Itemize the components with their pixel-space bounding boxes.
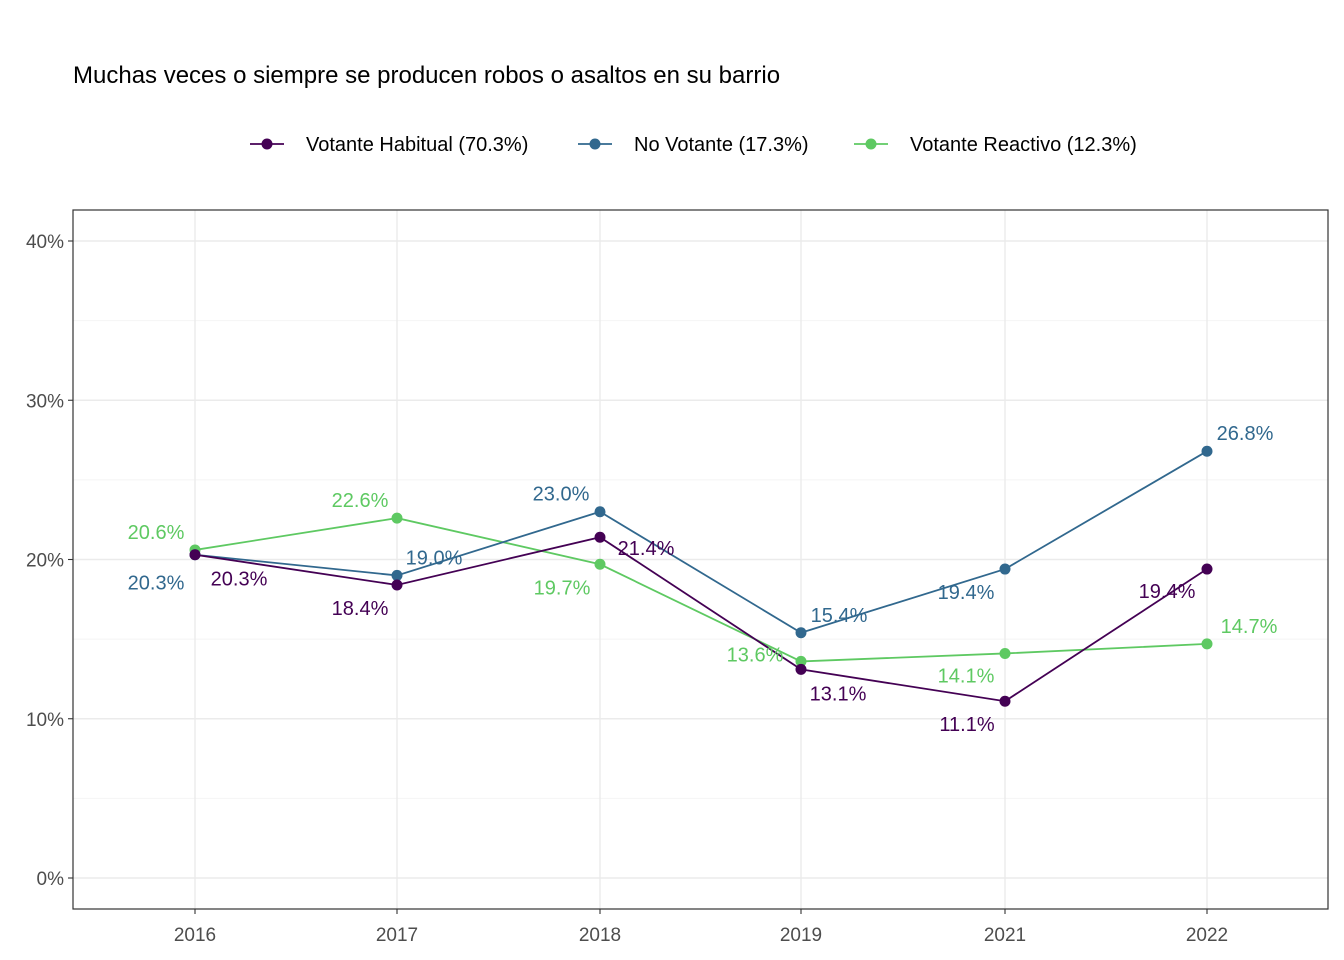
x-tick-label: 2019: [780, 925, 822, 946]
data-point: [795, 655, 807, 667]
x-tick-label: 2022: [1186, 925, 1228, 946]
data-point: [594, 531, 606, 543]
data-label: 20.3%: [128, 573, 185, 595]
legend-label: Votante Reactivo (12.3%): [910, 134, 1137, 156]
data-label: 22.6%: [332, 490, 389, 512]
data-labels: 20.3% 18.4% 21.4% 13.1% 11.1% 19.4% 20.3% 19.0%…: [128, 423, 1278, 736]
grid: [73, 210, 1328, 909]
data-point: [999, 695, 1011, 707]
axes: 0% 10% 20% 30% 40% 2016 2017 2018 2019 2021 2022: [26, 232, 1228, 946]
data-point: [795, 627, 807, 639]
series-line: [194, 517, 1208, 663]
data-label: 20.3%: [211, 569, 268, 591]
x-tick-label: 2016: [174, 925, 216, 946]
data-label: 14.7%: [1221, 616, 1278, 638]
data-label: 11.1%: [939, 714, 994, 736]
data-label: 19.7%: [534, 577, 591, 599]
data-point: [594, 506, 606, 518]
data-label: 18.4%: [332, 598, 389, 620]
legend: Votante Habitual (70.3%) No Votante (17.3…: [250, 134, 1137, 156]
data-label: 20.6%: [128, 522, 185, 544]
data-label: 13.6%: [727, 644, 784, 666]
data-point: [999, 563, 1011, 575]
x-tick-label: 2018: [579, 925, 621, 946]
series-layer: [189, 445, 1213, 707]
y-tick-label: 20%: [26, 551, 64, 572]
data-point: [189, 549, 201, 561]
data-point: [594, 558, 606, 570]
y-tick-label: 30%: [26, 391, 64, 412]
data-label: 21.4%: [618, 538, 675, 560]
data-point: [999, 647, 1011, 659]
legend-label: No Votante (17.3%): [634, 134, 809, 156]
y-tick-label: 10%: [26, 710, 64, 731]
data-label: 19.0%: [406, 547, 463, 569]
legend-label: Votante Habitual (70.3%): [306, 134, 528, 156]
data-point: [795, 663, 807, 675]
legend-item: Votante Reactivo (12.3%): [854, 134, 1137, 156]
data-point: [391, 512, 403, 524]
data-label: 23.0%: [533, 484, 590, 506]
data-label: 13.1%: [810, 683, 867, 705]
data-label: 14.1%: [938, 665, 995, 687]
data-point: [391, 579, 403, 591]
y-tick-label: 40%: [26, 232, 64, 253]
data-point: [1201, 445, 1213, 457]
series-line: [194, 450, 1208, 634]
series-line: [194, 536, 1208, 703]
data-point: [1201, 638, 1213, 650]
legend-key-point: [261, 138, 273, 150]
legend-key-point: [865, 138, 877, 150]
x-tick-label: 2017: [376, 925, 418, 946]
chart-title: Muchas veces o siempre se producen robos…: [73, 62, 780, 89]
x-tick-label: 2021: [984, 925, 1026, 946]
data-point: [391, 569, 403, 581]
data-label: 19.4%: [938, 582, 995, 604]
legend-item: No Votante (17.3%): [578, 134, 809, 156]
legend-item: Votante Habitual (70.3%): [250, 134, 528, 156]
data-label: 26.8%: [1217, 423, 1274, 445]
data-label: 19.4%: [1139, 581, 1196, 603]
y-tick-label: 0%: [37, 869, 65, 890]
legend-key-point: [589, 138, 601, 150]
data-label: 15.4%: [811, 605, 868, 627]
data-point: [1201, 563, 1213, 575]
